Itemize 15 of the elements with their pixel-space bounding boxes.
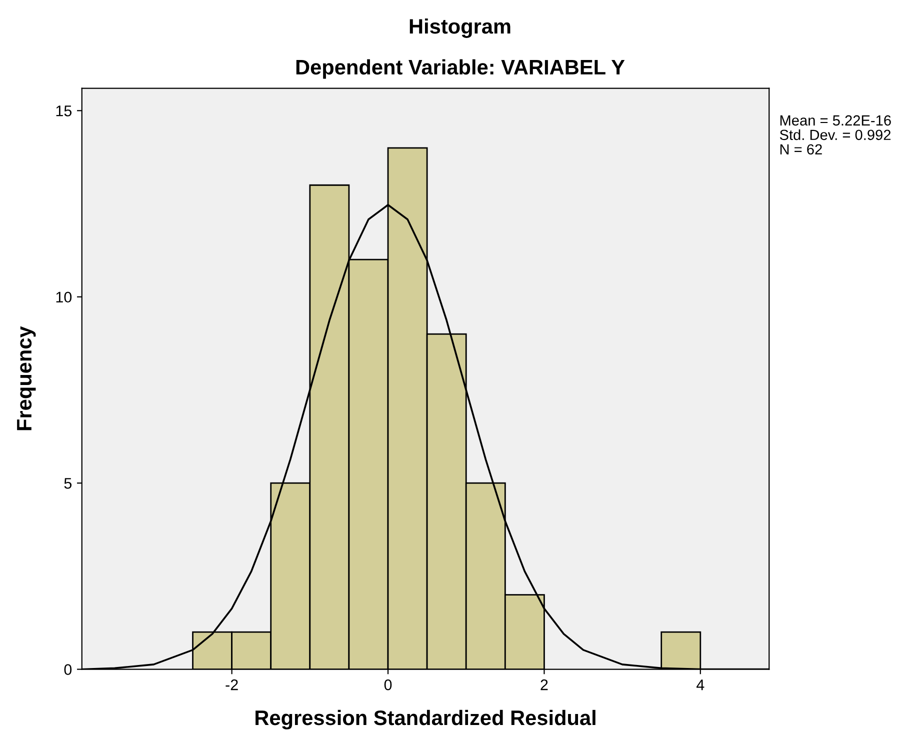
y-tick-label: 5 [64, 478, 72, 489]
x-tick-label: 0 [384, 679, 392, 690]
x-tick-label: -2 [226, 679, 238, 690]
x-tick-label: 2 [540, 679, 548, 690]
y-tick-label: 15 [56, 106, 72, 116]
chart-subtitle: Dependent Variable: VARIABEL Y [296, 59, 625, 79]
y-tick-label: 10 [56, 292, 72, 303]
text: Mean = 5.22E-16 [780, 115, 891, 126]
text: N = 62 [780, 144, 822, 155]
x-tick-label: 4 [696, 680, 704, 690]
y-tick-label: 0 [64, 664, 72, 675]
x-axis-title: Regression Standardized Residual [256, 710, 596, 730]
text: Std. Dev. = 0.992 [780, 129, 891, 140]
chart-title: Histogram [410, 18, 510, 38]
y-axis-title: Frequency [17, 326, 36, 430]
